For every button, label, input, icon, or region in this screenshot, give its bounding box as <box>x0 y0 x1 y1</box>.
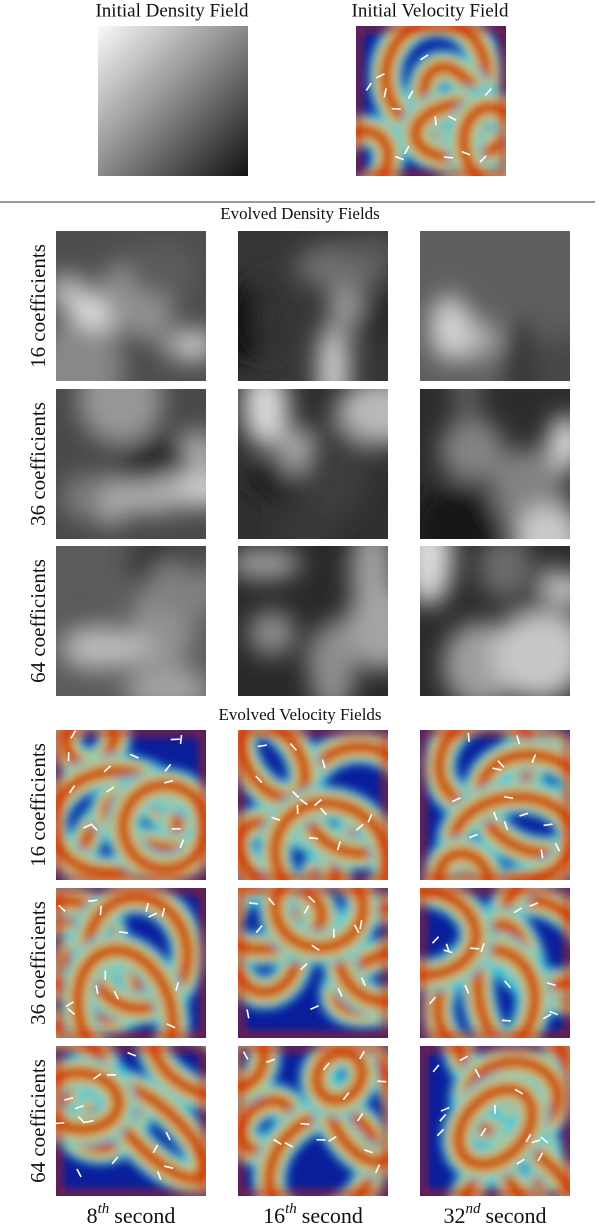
label-base: 16 <box>263 1203 285 1228</box>
row-label: 36 coefficients <box>26 402 50 526</box>
row-label: 16 coefficients <box>26 244 50 368</box>
velocity-panel <box>45 704 224 919</box>
blob <box>248 610 296 656</box>
blob <box>492 610 586 700</box>
density-panel <box>31 231 217 415</box>
image <box>98 26 248 176</box>
density-panel <box>215 231 422 416</box>
label-base: 8 <box>87 1203 98 1228</box>
label-rest: second <box>485 1203 546 1228</box>
row-label: 64 coefficients <box>26 1059 50 1183</box>
blob <box>340 234 404 264</box>
velocity-panel <box>215 1025 419 1230</box>
arrow <box>502 1020 511 1021</box>
blob <box>478 535 531 599</box>
blob <box>329 287 361 325</box>
column-label: 16th second <box>263 1201 363 1228</box>
section-title: Evolved Velocity Fields <box>218 705 381 724</box>
row-label: 16 coefficients <box>26 743 50 867</box>
panel-title: Initial Density Field <box>95 0 249 21</box>
velocity-panel <box>205 865 448 1038</box>
blob <box>168 330 217 361</box>
blob <box>124 667 209 711</box>
row-label: 64 coefficients <box>26 559 50 683</box>
label-rest: second <box>302 1203 363 1228</box>
blob <box>227 548 301 579</box>
arrow <box>444 157 453 158</box>
arrow <box>249 903 258 904</box>
arrow <box>377 1081 386 1082</box>
density-panel <box>56 517 226 711</box>
panel-title: Initial Velocity Field <box>352 0 509 21</box>
blob <box>303 423 367 523</box>
density-panel <box>227 524 416 715</box>
label-sup: th <box>285 1201 297 1217</box>
blob <box>548 416 584 470</box>
blob <box>253 274 287 358</box>
blob <box>542 572 586 604</box>
blob <box>100 481 193 514</box>
blob <box>249 462 291 497</box>
column-label: 32ndsecond <box>443 1201 546 1228</box>
density-panel <box>413 360 591 571</box>
init-density-panel <box>98 26 248 176</box>
blob <box>430 295 469 360</box>
arrow <box>100 906 101 915</box>
arrow <box>300 1124 309 1125</box>
density-panel <box>404 510 601 708</box>
arrow <box>55 1123 64 1124</box>
arrow <box>468 733 469 742</box>
arrow <box>470 948 479 949</box>
flow <box>420 695 607 915</box>
label-base: 32 <box>443 1203 465 1228</box>
label-rest: second <box>114 1203 175 1228</box>
blob <box>309 621 356 714</box>
velocity-panel <box>420 695 607 915</box>
arrow <box>435 116 436 125</box>
label-sup: nd <box>465 1201 481 1217</box>
velocity-panel <box>311 14 534 210</box>
figure: Initial Density Field Initial Velocity Fi… <box>0 0 607 1230</box>
density-panel <box>56 356 241 539</box>
blob <box>127 241 198 296</box>
arrow <box>88 900 97 901</box>
label-sup: th <box>98 1201 110 1217</box>
row-label: 36 coefficients <box>26 901 50 1025</box>
section-title: Evolved Density Fields <box>220 204 380 223</box>
arrow <box>181 735 182 744</box>
blob <box>61 629 152 667</box>
blob <box>245 370 289 447</box>
density-panel <box>238 366 432 577</box>
arrow <box>309 838 318 839</box>
